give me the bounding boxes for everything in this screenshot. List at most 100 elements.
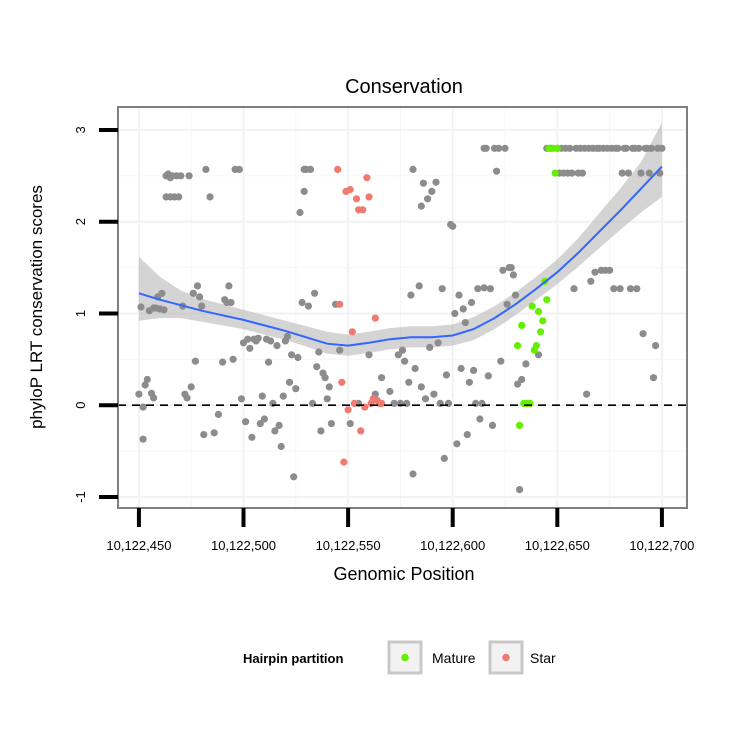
star-point [340, 458, 348, 466]
legend-label-mature: Mature [432, 650, 476, 666]
other-point [570, 285, 578, 293]
other-point [434, 339, 442, 347]
other-point [158, 289, 166, 297]
other-point [645, 169, 653, 177]
other-point [283, 332, 291, 340]
other-point [417, 202, 425, 210]
other-point [235, 165, 243, 173]
other-point [568, 169, 576, 177]
star-point [336, 300, 344, 308]
other-point [191, 357, 199, 365]
other-point [141, 381, 149, 389]
x-tick-label: 10,122,500 [211, 538, 276, 553]
other-point [206, 193, 214, 201]
other-point [401, 357, 409, 365]
other-point [578, 169, 587, 177]
other-point [501, 144, 509, 152]
other-point [183, 394, 191, 402]
other-point [313, 363, 321, 371]
other-point [237, 395, 245, 403]
other-point [325, 383, 333, 391]
other-point [426, 343, 434, 351]
x-tick-label: 10,122,700 [629, 538, 694, 553]
other-point [476, 415, 484, 423]
star-point [365, 193, 373, 201]
other-point [591, 268, 599, 276]
other-point [467, 298, 476, 307]
other-point [139, 403, 147, 411]
other-point [417, 383, 425, 391]
mature-point [532, 342, 541, 350]
other-point [534, 351, 543, 359]
star-point [352, 195, 361, 203]
smooth-line [138, 165, 663, 347]
mature-point [543, 296, 551, 304]
other-point [365, 351, 373, 359]
other-point [583, 390, 591, 398]
other-point [518, 375, 526, 384]
other-point [411, 364, 419, 373]
other-point [428, 187, 436, 195]
other-point [256, 420, 264, 428]
other-point [497, 357, 505, 365]
other-point [622, 144, 630, 152]
y-tick-label: -1 [73, 491, 88, 503]
other-point [298, 298, 306, 307]
other-point [440, 454, 448, 462]
other-point [461, 319, 469, 327]
other-point [511, 291, 520, 299]
other-point [449, 222, 457, 230]
other-point [649, 374, 658, 382]
other-point [522, 360, 530, 368]
y-tick-label: 0 [73, 402, 88, 409]
legend-title: Hairpin partition [243, 651, 343, 666]
other-point [516, 486, 524, 494]
other-point [495, 144, 503, 152]
other-point [419, 179, 427, 187]
other-point [457, 364, 465, 373]
other-point [273, 342, 281, 350]
other-point [465, 378, 473, 386]
other-point [315, 348, 323, 356]
other-point [296, 208, 304, 217]
other-point [317, 427, 325, 435]
mature-point [537, 328, 545, 336]
other-point [409, 165, 417, 173]
other-point [438, 285, 446, 293]
other-point [294, 353, 302, 362]
other-point [474, 285, 482, 293]
other-point [306, 165, 315, 173]
other-point [486, 285, 494, 293]
other-point [242, 418, 250, 426]
other-point [488, 421, 497, 429]
other-point [175, 193, 183, 201]
other-point [210, 429, 218, 437]
other-point [196, 293, 204, 301]
other-point [633, 285, 641, 293]
mature-point [551, 169, 559, 177]
star-point [348, 328, 356, 336]
other-point [509, 271, 517, 279]
y-tick-label: 3 [73, 126, 88, 133]
other-point [409, 470, 417, 478]
other-point [193, 282, 202, 290]
other-point [499, 266, 507, 274]
other-point [279, 392, 287, 400]
other-point [185, 172, 193, 180]
other-point [219, 358, 227, 366]
other-point [267, 337, 275, 345]
other-point [652, 342, 660, 350]
other-point [610, 285, 618, 293]
other-point [405, 378, 413, 386]
other-point [463, 431, 471, 439]
other-point [139, 435, 147, 443]
other-point [421, 395, 430, 403]
other-point [390, 399, 398, 407]
x-tick-label: 10,122,550 [316, 538, 381, 553]
other-point [258, 392, 266, 400]
other-point [265, 358, 273, 366]
other-point [470, 366, 478, 374]
x-axis-label: Genomic Position [333, 564, 474, 584]
other-point [260, 415, 268, 423]
other-point [415, 282, 423, 290]
